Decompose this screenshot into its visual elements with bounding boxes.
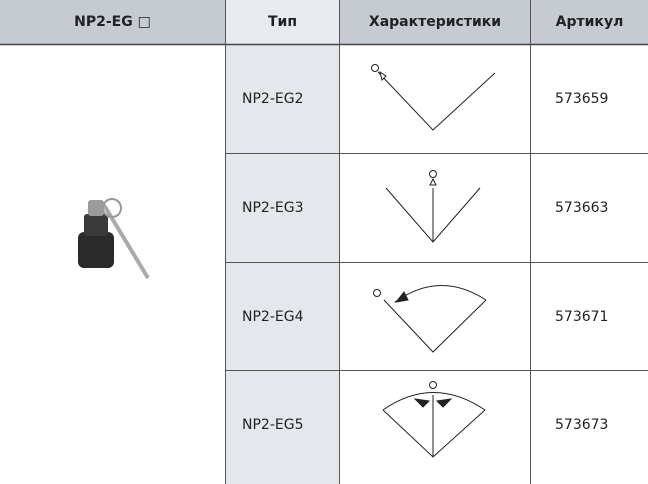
type-cell: NP2-EG5 [242,417,304,433]
type-cell: NP2-EG2 [242,91,304,107]
type-cell: NP2-EG4 [242,309,304,325]
article-cell: 573663 [555,200,609,216]
article-cell: 573659 [555,91,609,107]
type-column-bg [226,45,339,484]
type-cell: NP2-EG3 [242,200,304,216]
header-product: NP2-EG □ [0,0,225,44]
diagrams [371,64,496,458]
grid-lines [225,0,648,484]
article-cell: 573673 [555,417,609,433]
header-type: Тип [226,0,339,44]
article-cell: 573671 [555,309,609,325]
header-article: Артикул [531,0,648,44]
product-photo [78,198,150,280]
header-characteristics: Характеристики [340,0,530,44]
